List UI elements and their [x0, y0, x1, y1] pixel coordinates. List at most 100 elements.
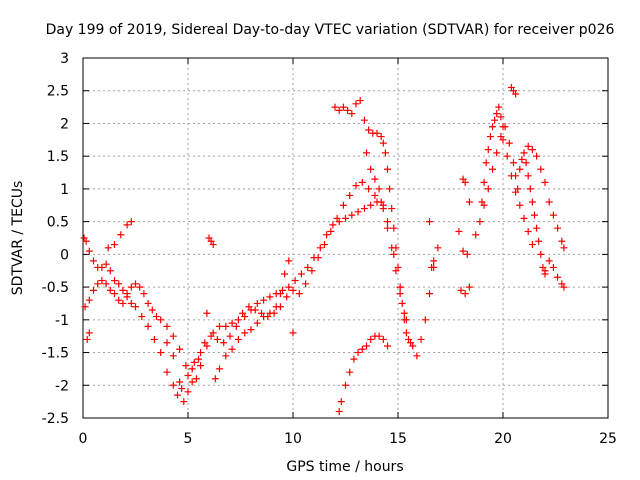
data-point: [163, 368, 171, 376]
data-point: [117, 231, 125, 239]
data-point: [541, 178, 549, 186]
data-point: [541, 267, 549, 275]
data-point: [144, 299, 152, 307]
data-point: [503, 152, 511, 160]
data-point: [178, 385, 186, 393]
data-point: [434, 244, 442, 252]
data-point: [327, 227, 335, 235]
y-tick-label: -2.5: [42, 411, 69, 427]
data-point: [381, 149, 389, 157]
data-point: [144, 322, 152, 330]
y-axis-label: SDTVAR / TECUs: [10, 181, 26, 296]
data-point: [520, 214, 528, 222]
data-point: [379, 139, 387, 147]
data-point: [476, 218, 484, 226]
series-tracks_d: [331, 97, 415, 415]
data-point: [222, 322, 230, 330]
data-point: [371, 191, 379, 199]
data-point: [182, 362, 190, 370]
data-point: [106, 286, 114, 294]
data-point: [132, 280, 139, 288]
data-point: [176, 345, 184, 353]
data-point: [150, 335, 158, 343]
data-point: [461, 290, 469, 298]
data-point: [367, 335, 375, 343]
data-point: [510, 159, 517, 167]
axis-tick-labels: 0 5 10 15 20 25 -2.5 -2 -1.5 -1 -0.5 0 0.5 1 1.5 2 2.5 3: [42, 51, 617, 447]
data-point: [549, 211, 557, 219]
data-point: [102, 260, 110, 268]
data-point: [524, 172, 532, 180]
data-point: [537, 250, 545, 258]
data-point: [304, 263, 312, 271]
data-point: [153, 313, 160, 321]
data-point: [234, 335, 242, 343]
data-point: [335, 106, 343, 114]
data-point: [493, 149, 501, 157]
series-tracks_e: [426, 83, 568, 298]
data-point: [457, 286, 465, 294]
series-tracks_c: [83, 218, 297, 406]
data-point: [390, 224, 398, 232]
data-point: [360, 116, 368, 124]
series-tracks_b: [81, 178, 442, 373]
data-point: [291, 277, 299, 285]
data-point: [545, 198, 553, 206]
data-point: [119, 299, 127, 307]
data-point: [285, 257, 293, 265]
data-point: [163, 339, 171, 347]
y-tick-label: 0: [60, 247, 69, 263]
data-point: [499, 136, 507, 144]
data-point: [251, 306, 259, 314]
data-point: [138, 313, 146, 321]
data-point: [342, 214, 349, 222]
data-point: [203, 309, 211, 317]
data-point: [516, 201, 524, 209]
data-point: [245, 303, 253, 311]
data-point: [260, 296, 268, 304]
data-point: [533, 224, 541, 232]
data-point: [321, 241, 328, 249]
data-point: [201, 339, 209, 347]
data-point: [333, 214, 341, 222]
data-point: [528, 241, 536, 249]
data-point: [388, 205, 396, 213]
data-point: [190, 358, 198, 366]
data-point: [388, 244, 396, 252]
data-point: [375, 332, 383, 340]
data-point: [98, 277, 106, 285]
data-point: [379, 335, 387, 343]
data-point: [386, 185, 394, 193]
data-point: [430, 257, 438, 265]
data-point: [323, 231, 331, 239]
y-tick-label: -2: [55, 378, 69, 394]
data-point: [384, 218, 391, 226]
data-point: [174, 391, 181, 399]
data-point: [384, 165, 391, 173]
data-point: [495, 103, 503, 111]
data-point: [354, 208, 362, 216]
data-point: [486, 133, 494, 141]
x-tick-label: 0: [79, 431, 88, 447]
data-point: [524, 227, 532, 235]
data-point: [169, 352, 177, 360]
x-tick-label: 10: [284, 431, 302, 447]
data-point: [234, 316, 242, 324]
series-tracks_a: [80, 198, 387, 399]
data-point: [480, 178, 488, 186]
data-point: [197, 362, 205, 370]
data-point: [472, 231, 480, 239]
data-point: [127, 283, 135, 291]
data-point: [331, 103, 339, 111]
data-point: [207, 332, 215, 340]
data-point: [392, 267, 400, 275]
data-point: [354, 349, 362, 357]
data-point: [232, 322, 240, 330]
data-point: [520, 149, 528, 157]
data-point: [90, 286, 97, 294]
data-point: [560, 283, 568, 291]
data-point: [417, 335, 425, 343]
data-point: [82, 237, 90, 245]
data-point: [226, 332, 234, 340]
